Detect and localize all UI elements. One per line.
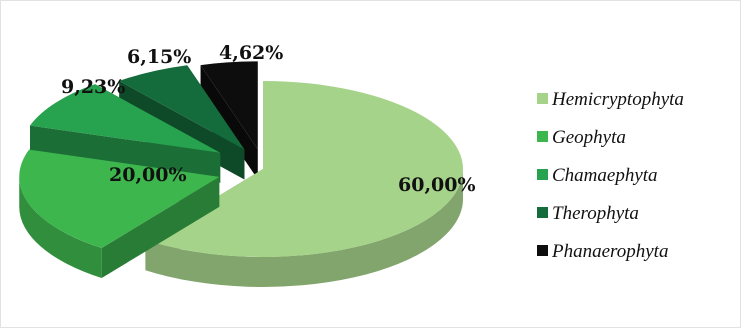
legend: Hemicryptophyta Geophyta Chamaephyta Therop… <box>537 89 684 262</box>
slice-hemicryptophyta-side <box>145 169 464 287</box>
legend-item-phanaerophyta: Phanaerophyta <box>537 241 668 262</box>
legend-swatch <box>537 131 548 142</box>
legend-swatch <box>537 169 548 180</box>
legend-swatch <box>537 207 548 218</box>
legend-item-chamaephyta: Chamaephyta <box>537 165 658 186</box>
legend-item-hemicryptophyta: Hemicryptophyta <box>537 89 684 110</box>
legend-label: Hemicryptophyta <box>551 89 684 110</box>
legend-item-geophyta: Geophyta <box>537 127 626 148</box>
legend-swatch <box>537 245 548 256</box>
data-labels: 60,00% 20,00% 9,23%6,15% 4,62% <box>61 42 476 196</box>
data-label-therophyta: 6,15% <box>127 46 191 68</box>
data-label-geophyta: 20,00% <box>109 164 187 186</box>
slice-therophyta-top <box>119 65 245 150</box>
slice-geophyta <box>19 149 220 279</box>
data-label-phanaerophyta: 4,62% <box>219 42 283 64</box>
slice-chamaephyta-wall-start <box>29 125 221 183</box>
legend-swatch <box>537 93 548 104</box>
legend-item-therophyta: Therophyta <box>537 203 639 224</box>
legend-label: Phanaerophyta <box>551 241 668 262</box>
slice-geophyta-top <box>19 149 220 249</box>
slice-chamaephyta <box>29 84 221 183</box>
slice-hemicryptophyta <box>145 81 464 287</box>
data-label-chamaephyta: 9,23% <box>61 76 125 98</box>
pie-slices <box>19 61 464 287</box>
data-label-hemicryptophyta: 60,00% <box>398 174 476 196</box>
legend-label: Chamaephyta <box>552 165 658 186</box>
legend-label: Geophyta <box>552 127 626 148</box>
slice-hemicryptophyta-top <box>145 81 464 258</box>
legend-label: Therophyta <box>552 203 639 224</box>
slice-phanaerophyta-top <box>200 61 258 150</box>
slice-geophyta-side <box>19 176 102 279</box>
slice-chamaephyta-top <box>29 84 221 153</box>
